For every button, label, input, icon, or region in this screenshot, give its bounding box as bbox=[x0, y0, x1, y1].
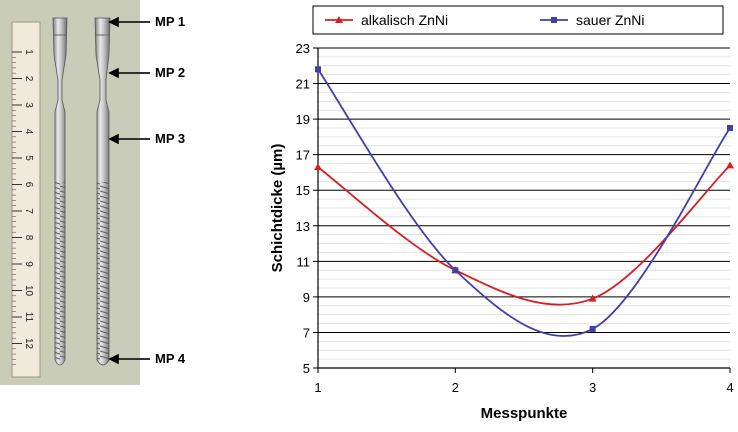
y-tick-label: 15 bbox=[296, 183, 310, 198]
ruler-number: 10 bbox=[23, 285, 34, 297]
ruler-number: 8 bbox=[23, 235, 34, 241]
legend-marker bbox=[335, 16, 343, 23]
data-point bbox=[452, 267, 459, 274]
y-tick-label: 13 bbox=[296, 219, 310, 234]
mp1-label: MP 1 bbox=[155, 14, 186, 29]
data-point bbox=[314, 163, 322, 171]
legend-marker bbox=[551, 17, 557, 23]
y-tick-label: 23 bbox=[296, 41, 310, 56]
mp-arrows bbox=[108, 16, 140, 365]
legend: alkalisch ZnNi sauer ZnNi bbox=[312, 5, 724, 35]
y-tick-label: 17 bbox=[296, 148, 310, 163]
data-point bbox=[726, 161, 734, 169]
ruler-number: 2 bbox=[23, 76, 34, 82]
bolt-1 bbox=[52, 17, 68, 366]
mp2-label: MP 2 bbox=[155, 65, 186, 80]
legend-label: sauer ZnNi bbox=[576, 12, 644, 28]
x-tick-label: 1 bbox=[314, 380, 321, 395]
x-axis-label: Messpunkte bbox=[481, 405, 568, 422]
mp-arrow-tails bbox=[140, 21, 150, 360]
ruler-number: 5 bbox=[23, 155, 34, 161]
legend-box bbox=[312, 5, 724, 35]
y-tick-label: 11 bbox=[297, 254, 311, 269]
y-tick-label: 19 bbox=[296, 112, 310, 127]
data-point bbox=[589, 325, 596, 332]
series-line-1 bbox=[317, 164, 731, 306]
mp4-label: MP 4 bbox=[155, 351, 186, 366]
data-point bbox=[588, 294, 597, 302]
ruler-number: 4 bbox=[23, 129, 34, 135]
ruler-number: 1 bbox=[23, 49, 34, 55]
y-tick-label: 7 bbox=[303, 325, 310, 340]
mp3-label: MP 3 bbox=[155, 131, 186, 146]
ruler-number: 6 bbox=[23, 182, 34, 188]
y-tick-label: 5 bbox=[303, 361, 310, 376]
x-tick-label: 4 bbox=[726, 380, 733, 395]
ruler-number: 9 bbox=[23, 261, 34, 267]
ruler bbox=[11, 21, 41, 378]
bolt-2 bbox=[94, 17, 111, 366]
ruler-number: 11 bbox=[23, 312, 34, 323]
ruler-number: 12 bbox=[23, 338, 34, 350]
series-line-2 bbox=[317, 68, 731, 337]
x-tick-label: 2 bbox=[452, 380, 459, 395]
y-tick-label: 21 bbox=[296, 77, 310, 92]
data-point bbox=[315, 66, 321, 73]
ruler-number: 3 bbox=[23, 102, 34, 108]
data-point bbox=[727, 125, 733, 131]
y-tick-label: 9 bbox=[303, 290, 310, 305]
ruler-number: 7 bbox=[23, 208, 34, 214]
legend-label: alkalisch ZnNi bbox=[361, 12, 448, 28]
x-tick-label: 3 bbox=[589, 380, 596, 395]
y-axis-label: Schichtdicke (µm) bbox=[269, 144, 286, 273]
